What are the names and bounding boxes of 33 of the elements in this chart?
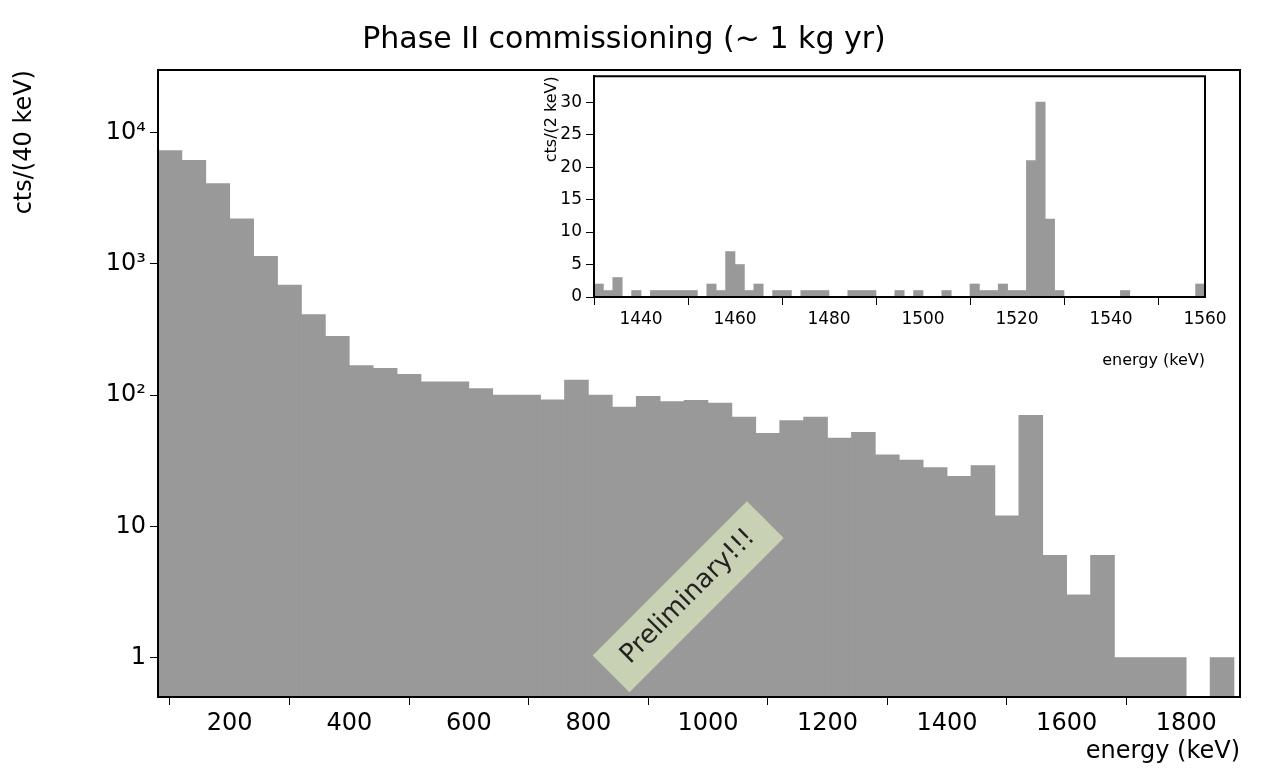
x-tick-label: 1500: [901, 307, 945, 328]
y-tick-label: 10: [560, 220, 582, 241]
y-tick-label: 10³: [105, 248, 146, 277]
y-tick-label: 30: [560, 90, 582, 111]
x-tick-label: 1400: [916, 707, 978, 736]
y-axis-title: cts/(2 keV): [540, 76, 560, 163]
y-tick-label: 0: [571, 285, 582, 306]
y-tick-label: 10⁴: [105, 116, 146, 145]
x-axis-title: energy (keV): [1085, 735, 1240, 764]
y-tick-label: 10: [115, 510, 146, 539]
y-tick-label: 15: [560, 188, 582, 209]
x-tick-label: 1600: [1036, 707, 1098, 736]
x-tick-label: 600: [445, 707, 492, 736]
y-tick-label: 25: [560, 123, 582, 144]
x-tick-label: 1460: [713, 307, 757, 328]
y-tick-label: 10²: [105, 379, 146, 408]
x-tick-label: 1560: [1183, 307, 1227, 328]
x-tick-label: 1200: [796, 707, 859, 736]
y-tick-label: 20: [560, 155, 582, 176]
x-axis-title: energy (keV): [1102, 349, 1205, 369]
x-tick-label: 1540: [1089, 307, 1133, 328]
y-tick-label: 5: [571, 252, 582, 273]
x-tick-label: 800: [565, 707, 612, 736]
x-tick-label: 1520: [995, 307, 1039, 328]
x-tick-label: 400: [326, 707, 373, 736]
y-axis-title: cts/(40 keV): [8, 70, 37, 215]
x-tick-label: 1000: [677, 707, 739, 736]
x-tick-label: 1800: [1155, 707, 1217, 736]
y-tick-label: 1: [130, 641, 146, 670]
x-tick-label: 1480: [807, 307, 851, 328]
x-tick-label: 1440: [619, 307, 663, 328]
x-tick-label: 200: [206, 707, 253, 736]
chart-title: Phase II commissioning (~ 1 kg yr): [362, 19, 886, 55]
